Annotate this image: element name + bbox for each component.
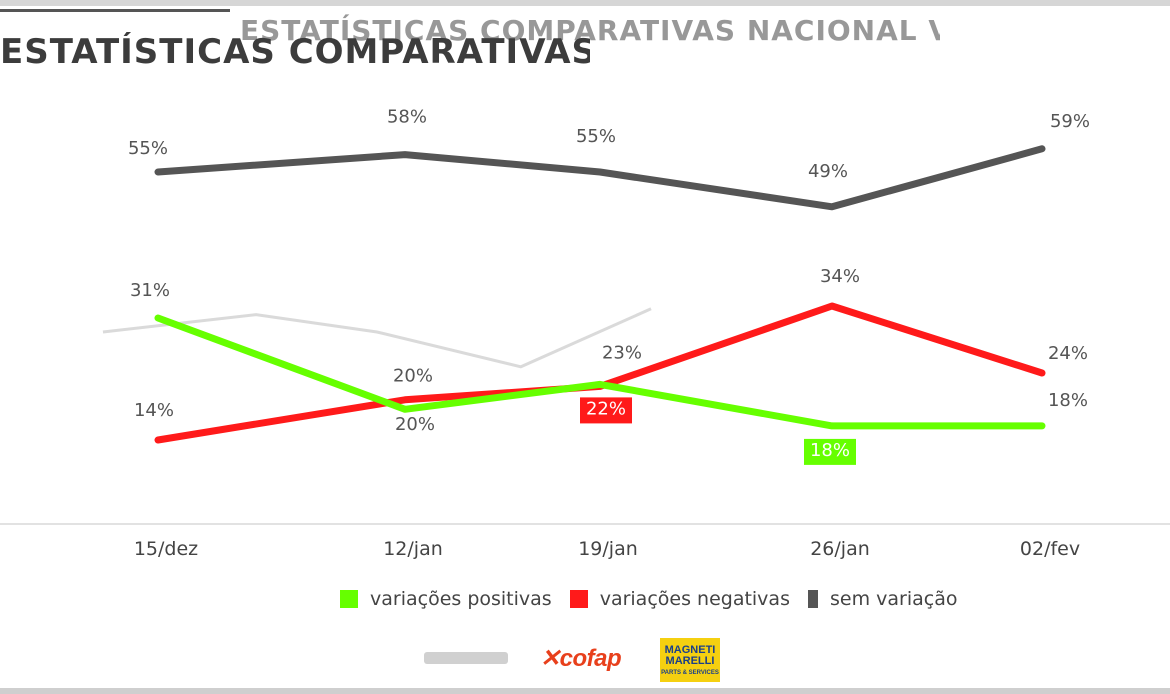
bottom-bar (0, 688, 1170, 694)
legend-swatch-sem-variacao (807, 590, 818, 608)
legend: variações positivas variações negativas … (340, 588, 975, 610)
data-label-sem-variacao-3: 49% (808, 161, 848, 182)
legend-swatch-negativas (569, 590, 588, 608)
x-tick-label: 15/dez (134, 538, 198, 560)
data-label-negativas-0: 14% (134, 400, 174, 421)
data-labels: 31% 20% 23% 18% 18% 14% 20% 22% 34% 24% 55% 58% 55% 4… (128, 107, 1090, 465)
page-title: ESTATÍSTICAS COMPARATIVAS NACIONAL VENDA… (0, 32, 590, 72)
legend-item-sem-variacao: sem variação (807, 588, 958, 610)
data-label-box-negativas-2 (580, 397, 632, 424)
series-line-sem-variacao (154, 145, 1046, 211)
sponsor-placeholder (424, 652, 508, 664)
data-label-box-positivas-3 (804, 438, 856, 465)
magneti-marelli-logo: MAGNETI MARELLI PARTS & SERVICES (660, 638, 720, 682)
x-tick-label: 02/fev (1020, 538, 1080, 560)
x-tick-label: 19/jan (578, 538, 638, 560)
data-label-sem-variacao-2: 55% (576, 126, 616, 147)
series-line-positivas (154, 314, 1046, 430)
top-rule (0, 0, 1170, 6)
series-lines (154, 145, 1046, 444)
x-tick-labels: 15/dez 12/jan 19/jan 26/jan 02/fev (134, 538, 1080, 560)
data-label-negativas-2: 22% (586, 398, 626, 419)
ghost-series-line (102, 307, 652, 369)
data-label-positivas-3: 18% (810, 440, 850, 461)
sponsor-logos: ✕cofap MAGNETI MARELLI PARTS & SERVICES (0, 638, 1170, 682)
legend-label-negativas: variações negativas (599, 588, 790, 610)
legend-item-negativas: variações negativas (569, 588, 790, 610)
data-label-negativas-3: 34% (820, 266, 860, 287)
cofap-logo: ✕cofap (540, 645, 622, 672)
cofap-logo-text: cofap (559, 645, 622, 672)
legend-label-sem-variacao: sem variação (829, 588, 958, 610)
data-label-sem-variacao-0: 55% (128, 138, 168, 159)
legend-swatch-positivas (340, 590, 358, 608)
ghost-series-layer (102, 307, 652, 369)
legend-label-positivas: variações positivas (370, 588, 552, 610)
data-label-negativas-1: 20% (395, 414, 435, 435)
data-label-sem-variacao-4: 59% (1050, 111, 1090, 132)
marelli-logo-text: MAGNETI MARELLI (664, 643, 716, 667)
page-title-ghost: ESTATÍSTICAS COMPARATIVAS NACIONAL VENDA… (240, 14, 940, 47)
data-label-positivas-4: 18% (1048, 390, 1088, 411)
x-tick-label: 12/jan (383, 538, 443, 560)
marelli-logo-subtext: PARTS & SERVICES (661, 669, 719, 676)
data-label-positivas-2: 23% (602, 342, 642, 363)
top-rule-accent (0, 9, 230, 12)
x-tick-label: 26/jan (810, 538, 870, 560)
data-label-negativas-4: 24% (1048, 343, 1088, 364)
legend-item-positivas: variações positivas (340, 588, 552, 610)
data-label-positivas-1: 20% (393, 365, 433, 386)
data-label-positivas-0: 31% (130, 280, 170, 301)
data-label-sem-variacao-1: 58% (387, 107, 427, 128)
